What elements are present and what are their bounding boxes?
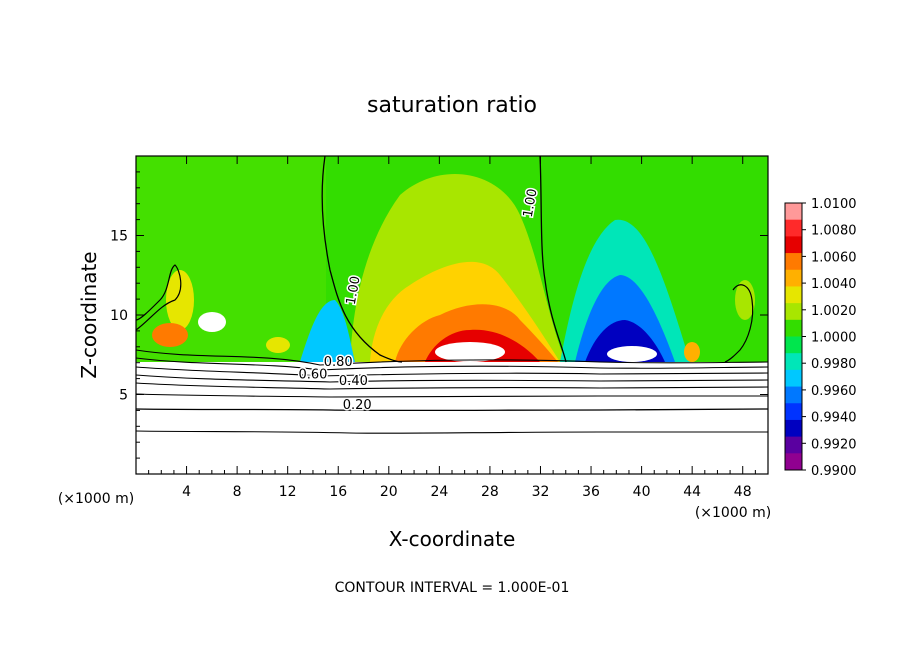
x-tick-label-24: 24 [430, 484, 448, 500]
contour-labels: 1.00 1.00 0.800.60 0.40 0.20 [297, 186, 542, 414]
contour-label-0: 1.00 [344, 275, 364, 306]
colorbar-label-7: 0.9960 [811, 384, 857, 399]
x-tick-label-4: 4 [182, 484, 191, 500]
colorbar-label-2: 1.0060 [811, 250, 857, 265]
x-tick-label-8: 8 [233, 484, 242, 500]
colorbar-label-9: 0.9920 [811, 437, 857, 452]
contour-label-2: 0.80 [324, 355, 353, 370]
colorbar-label-3: 1.0040 [811, 277, 857, 292]
contour-0-70 [136, 357, 768, 371]
y-axis: 5 10 15 [110, 171, 768, 459]
x-axis-label: X-coordinate [389, 527, 516, 551]
white-blob-peak [435, 342, 505, 362]
contour-0-40 [136, 382, 768, 390]
x-tick-label-12: 12 [279, 484, 297, 500]
contour-0-20 [136, 408, 768, 412]
colorbar-label-1: 1.0080 [811, 224, 857, 239]
colorbar-swatch-12 [785, 403, 802, 421]
plot-area: 1.00 1.00 0.800.60 0.40 0.20 [135, 155, 769, 475]
colorbar-swatch-7 [785, 319, 802, 337]
colorbar-swatch-3 [785, 253, 802, 271]
x-tick-label-28: 28 [481, 484, 499, 500]
x-tick-label-20: 20 [380, 484, 398, 500]
y-tick-label-15: 15 [110, 229, 128, 245]
contour-label-1: 1.00 [521, 188, 541, 219]
colorbar-label-6: 0.9980 [811, 357, 857, 372]
y-tick-label-5: 5 [119, 388, 128, 404]
x-tick-label-36: 36 [582, 484, 600, 500]
contour-0-50 [136, 374, 768, 383]
white-blob-right [607, 346, 657, 362]
contour-interval-footer: CONTOUR INTERVAL = 1.000E-01 [335, 580, 570, 596]
color-field [136, 156, 768, 474]
colorbar-swatch-2 [785, 236, 802, 254]
y-tick-label-10: 10 [110, 308, 128, 324]
x-tick-label-40: 40 [633, 484, 651, 500]
contour-label-3: 0.60 [298, 368, 327, 383]
colorbar-label-4: 1.0020 [811, 304, 857, 319]
contour-label-4: 0.40 [339, 374, 368, 389]
colorbar-swatch-9 [785, 353, 802, 371]
colorbar: 1.0100 1.0080 1.0060 1.0040 1.0020 1.0000 0.99… [784, 197, 857, 479]
patch-left-1 [166, 270, 194, 330]
colorbar-swatch-4 [785, 269, 802, 287]
field-lower-white [136, 362, 768, 474]
chart-title: saturation ratio [367, 93, 537, 118]
colorbar-label-5: 1.0000 [811, 331, 857, 346]
contour-1-00-lefttop [136, 264, 182, 331]
contour-1-00-far-right [724, 284, 754, 363]
patch-right-2 [735, 280, 755, 320]
contour-0-80 [136, 349, 768, 366]
colorbar-swatch-1 [785, 219, 802, 237]
colorbar-swatch-14 [785, 436, 802, 454]
contour-0-60 [136, 366, 768, 377]
x-tick-label-44: 44 [683, 484, 701, 500]
x-axis: 4 8 12 16 20 24 28 32 36 40 44 48 [148, 156, 756, 500]
x-unit-right: (×1000 m) [695, 505, 771, 521]
x-unit-left: (×1000 m) [58, 491, 134, 507]
contour-label-5: 0.20 [343, 398, 372, 413]
colorbar-label-8: 0.9940 [811, 411, 857, 426]
colorbar-label-10: 0.9900 [811, 464, 857, 479]
colorbar-swatch-6 [785, 303, 802, 321]
y-axis-label: Z-coordinate [77, 251, 101, 378]
colorbar-swatch-10 [785, 369, 802, 388]
colorbar-swatch-11 [785, 386, 802, 404]
colorbar-swatch-13 [785, 419, 802, 438]
x-tick-label-48: 48 [734, 484, 752, 500]
colorbar-swatch-0 [785, 203, 802, 221]
x-tick-label-16: 16 [329, 484, 347, 500]
white-blob-left [198, 312, 226, 332]
patch-right [684, 342, 700, 362]
contour-0-30 [136, 393, 768, 398]
contour-1-00-right [539, 156, 567, 363]
x-tick-label-32: 32 [532, 484, 550, 500]
subsat-left [300, 300, 355, 362]
colorbar-swatch-5 [785, 286, 802, 304]
contour-0-10 [136, 430, 768, 434]
colorbar-swatch-15 [785, 453, 802, 471]
contour-1-00-left [321, 156, 403, 363]
patch-left-2 [152, 323, 188, 347]
colorbar-swatch-8 [785, 336, 802, 354]
colorbar-label-0: 1.0100 [811, 197, 857, 212]
patch-mid [266, 337, 290, 353]
